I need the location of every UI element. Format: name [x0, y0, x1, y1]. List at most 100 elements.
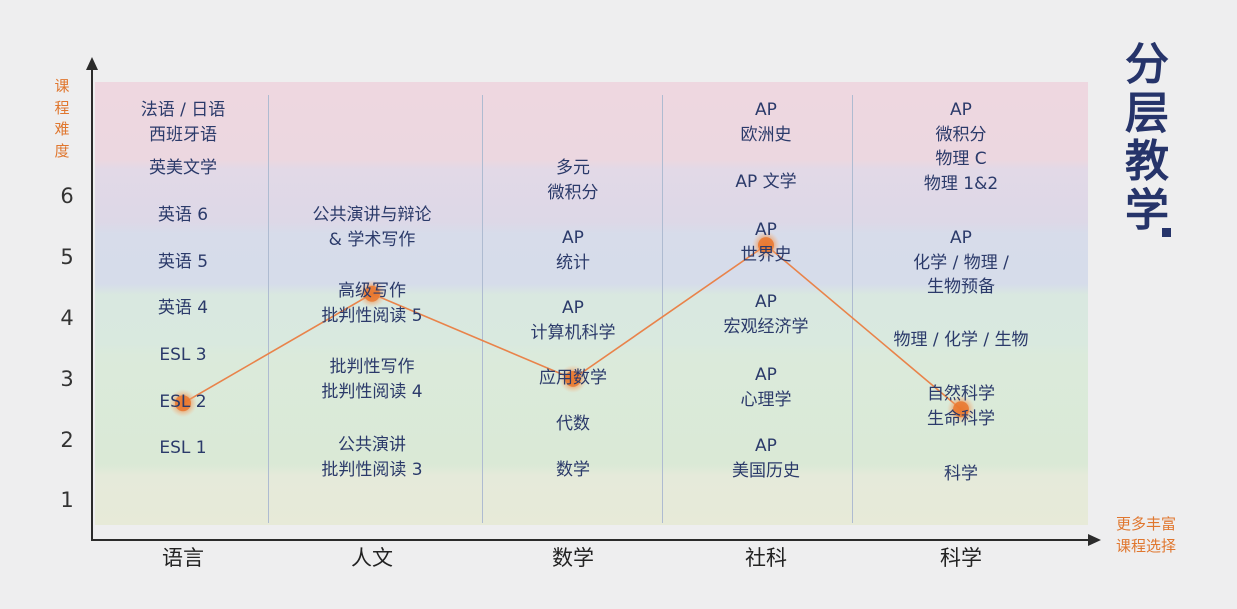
course-label-line: 物理 1&2 [923, 173, 999, 194]
y-tick-label: 1 [60, 488, 74, 513]
course-label: 科学 [944, 462, 978, 487]
course-label: AP 欧洲史 [741, 98, 792, 147]
course-label: 英美文学 [149, 156, 217, 181]
course-label-line: 宏观经济学 [723, 316, 809, 337]
course-label-line: 心理学 [740, 389, 792, 410]
course-label-line: 代数 [556, 414, 590, 434]
course-label-line: 批判性阅读 4 [321, 381, 423, 402]
course-label: AP 世界史 [741, 218, 792, 267]
course-label-line: 欧洲史 [740, 124, 792, 145]
course-label: AP 统计 [556, 226, 590, 275]
course-label-line: 批判性阅读 3 [321, 459, 423, 480]
course-label-line: 批判性写作 [329, 357, 415, 377]
course-label-line: 应用数学 [539, 368, 607, 388]
course-label-line: 生物预备 [926, 277, 995, 297]
course-label-line: 西班牙语 [148, 124, 217, 145]
course-label: 代数 [556, 412, 590, 437]
course-label-line: 世界史 [740, 244, 792, 265]
x-category-label: 科学 [940, 546, 982, 570]
course-label: 英语 4 [158, 296, 208, 321]
course-label-line: 英语 5 [157, 252, 209, 272]
column-divider [662, 95, 663, 523]
course-label-line: 自然科学 [927, 384, 995, 404]
course-label-line: 英语 4 [157, 298, 209, 318]
course-label-line: AP [755, 365, 777, 385]
difficulty-point [175, 395, 191, 412]
course-label-line: 化学 / 物理 / [913, 252, 1009, 273]
y-axis-arrow-icon [86, 57, 98, 70]
course-label: AP 文学 [735, 170, 796, 195]
course-label: 公共演讲与辩论 & 学术写作 [313, 203, 432, 252]
x-category-label: 人文 [351, 546, 393, 570]
y-tick-label: 5 [60, 245, 74, 270]
course-label-line: AP [755, 436, 777, 456]
course-label-line: ESL 1 [159, 438, 207, 458]
course-label-line: AP [562, 298, 584, 318]
difficulty-point [758, 237, 774, 254]
course-label-line: 生命科学 [927, 408, 995, 429]
course-label-line: AP [950, 100, 972, 120]
axis-annotation-line-2: 课程选择 [1115, 537, 1176, 555]
y-tick-label: 2 [60, 427, 74, 452]
course-label-line: 英语 6 [157, 205, 209, 225]
course-label: 公共演讲批判性阅读 3 [321, 433, 422, 482]
course-label-line: & 学术写作 [328, 229, 416, 250]
course-label-line: 法语 / 日语 [140, 100, 226, 120]
x-category-label: 数学 [552, 546, 594, 570]
x-category-label: 语言 [162, 546, 204, 570]
course-label: 英语 5 [158, 250, 208, 275]
column-divider [852, 95, 853, 523]
course-label-line: 科学 [944, 464, 978, 484]
course-label-line: 数学 [556, 460, 590, 480]
course-label: 多元 微积分 [548, 156, 599, 205]
course-label: AP 心理学 [741, 363, 792, 412]
difficulty-point [364, 285, 380, 302]
column-divider [482, 95, 483, 523]
x-category-label: 社科 [745, 546, 787, 570]
course-label: 批判性写作批判性阅读 4 [321, 355, 422, 404]
course-label: AP 微积分物理 C 物理 1&2 [924, 98, 998, 196]
course-label-line: 微积分 [935, 124, 987, 145]
course-label-line: 统计 [556, 252, 590, 273]
course-label-line: ESL 2 [159, 392, 207, 412]
column-divider [268, 95, 269, 523]
course-label: AP 化学 / 物理 / 生物预备 [913, 226, 1009, 300]
course-label: 应用数学 [539, 366, 607, 391]
course-label: 自然科学 生命科学 [927, 382, 995, 431]
course-label-line: AP [755, 292, 777, 312]
course-label-line: 高级写作 [337, 281, 406, 301]
course-label-line: AP [562, 228, 584, 248]
y-axis-line [91, 68, 93, 541]
difficulty-point [565, 370, 581, 387]
chart-title: 分层教学 [1125, 39, 1169, 236]
difficulty-point [953, 401, 969, 418]
course-label-line: 批判性阅读 5 [321, 305, 423, 326]
course-label: AP 美国历史 [732, 434, 800, 483]
course-label-line: 公共演讲 [337, 435, 406, 455]
course-label: ESL 1 [159, 436, 206, 461]
course-label-line: 美国历史 [732, 460, 800, 481]
y-axis-label: 课程难度 [54, 77, 70, 161]
course-label-line: ESL 3 [159, 345, 207, 365]
course-label: 英语 6 [158, 203, 208, 228]
course-label-line: AP [755, 100, 777, 120]
y-tick-label: 6 [60, 184, 74, 209]
course-label-line: AP [755, 220, 777, 240]
title-dot [1162, 228, 1171, 237]
axis-annotation-line-1: 更多丰富 [1115, 515, 1176, 533]
course-label: AP 宏观经济学 [724, 290, 809, 339]
course-label-line: AP [950, 228, 972, 248]
course-label-line: 物理 C [935, 149, 987, 169]
course-label-line: 物理 / 化学 / 生物 [893, 330, 1029, 350]
course-label-line: AP 文学 [735, 172, 797, 192]
course-label-line: 计算机科学 [530, 322, 616, 343]
course-label-line: 英美文学 [149, 158, 217, 178]
course-label: 物理 / 化学 / 生物 [893, 328, 1028, 353]
y-tick-label: 4 [60, 306, 74, 331]
course-label-line: 微积分 [547, 182, 599, 203]
course-label: ESL 3 [159, 343, 206, 368]
course-label-line: 公共演讲与辩论 [312, 205, 432, 225]
y-tick-label: 3 [60, 366, 74, 391]
course-label: 高级写作批判性阅读 5 [321, 279, 422, 328]
